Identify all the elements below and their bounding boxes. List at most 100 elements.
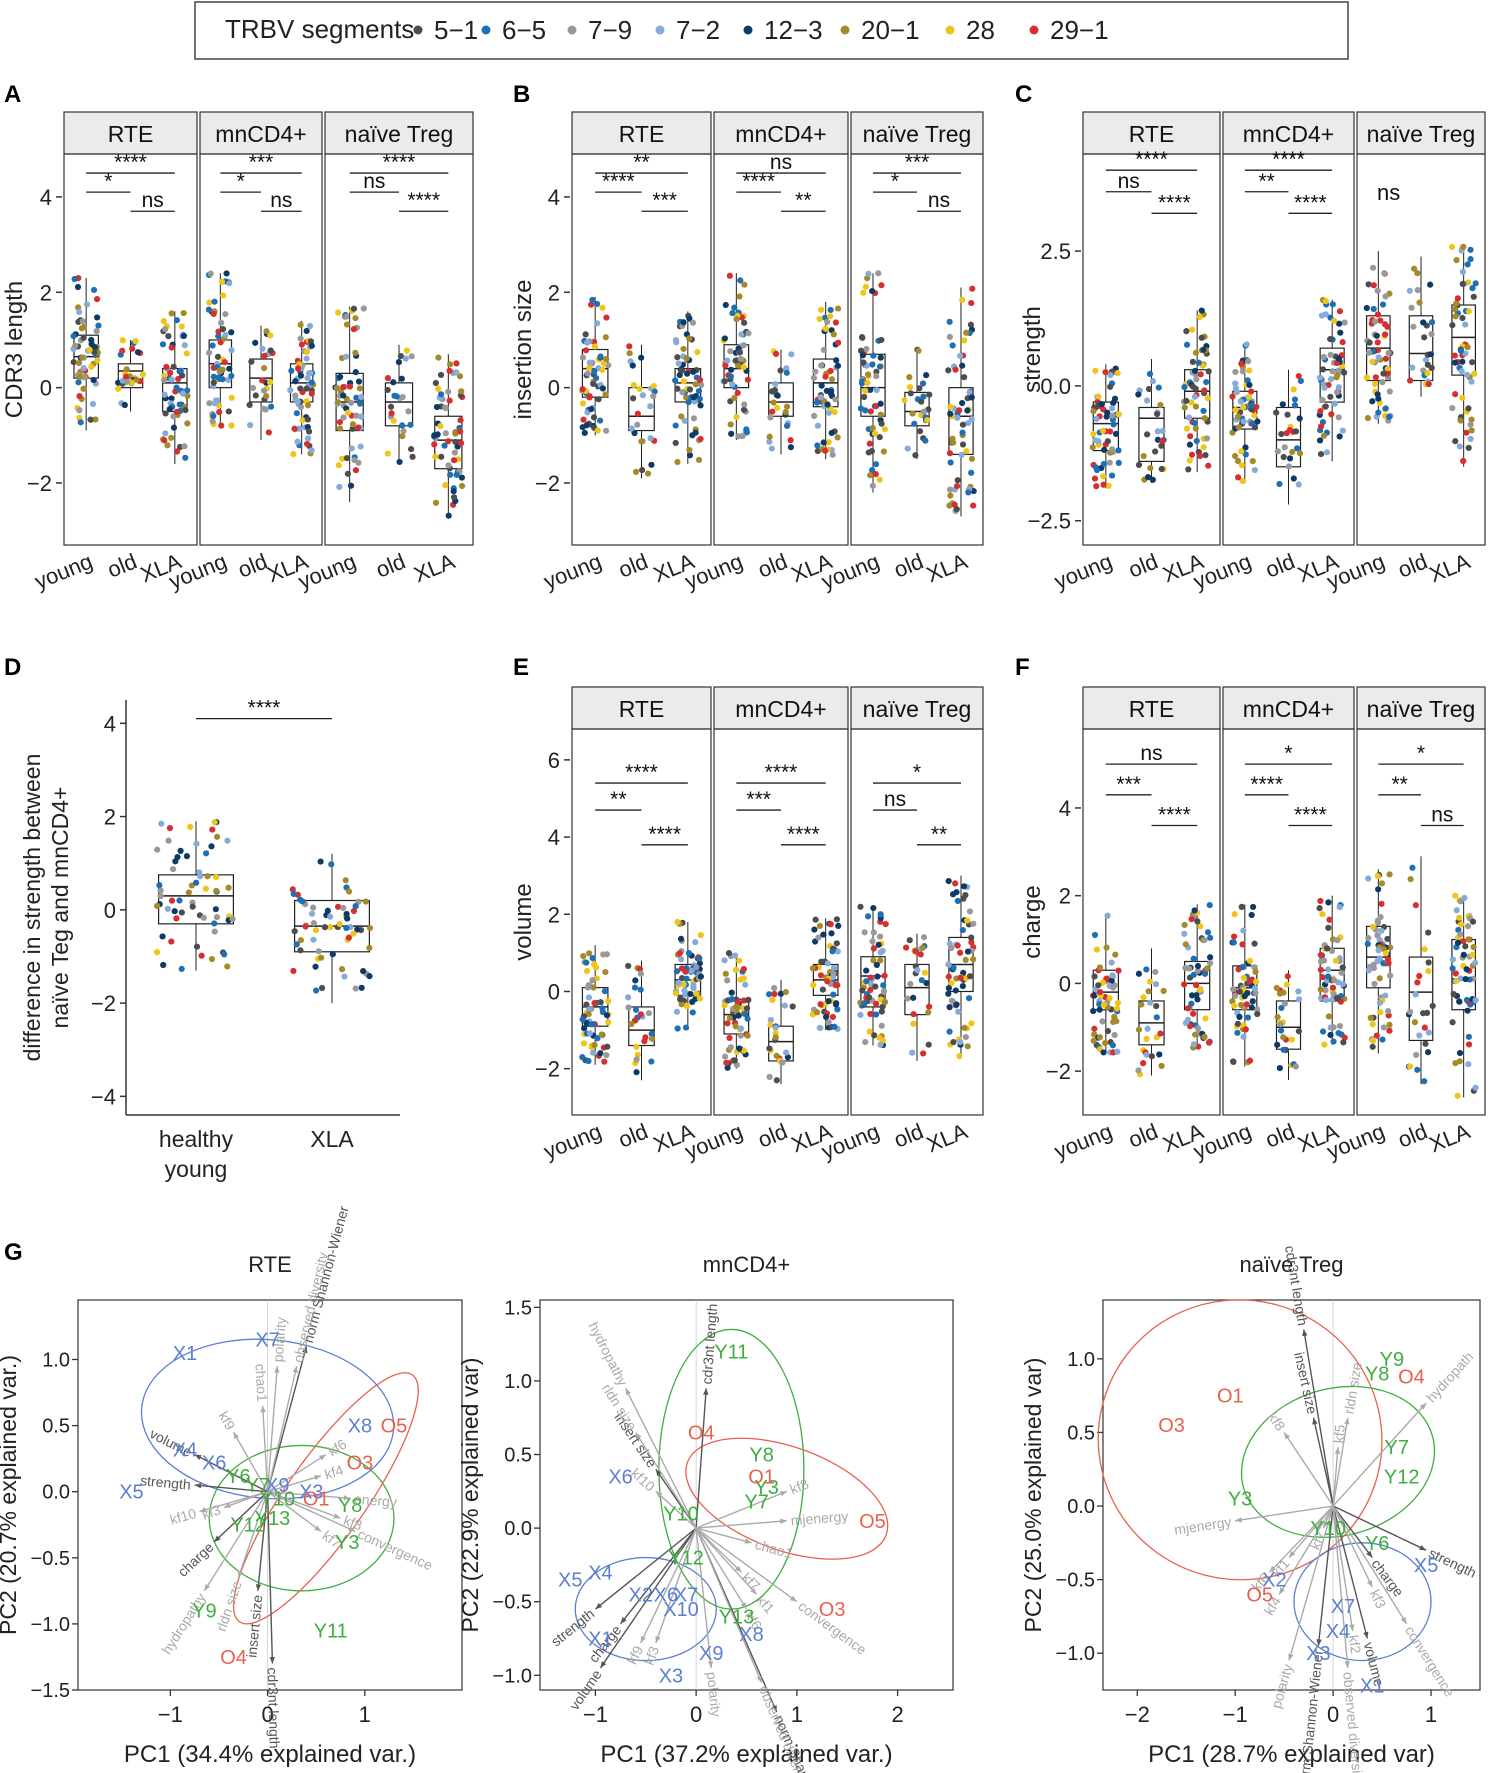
loading-arrowhead [1366, 1550, 1373, 1558]
data-point [630, 395, 637, 402]
data-point [593, 320, 601, 327]
significance-label: ns [1118, 170, 1140, 193]
data-point [210, 379, 217, 386]
data-point [297, 321, 304, 328]
data-point [1231, 1002, 1238, 1009]
y-tick-label: −2 [535, 471, 560, 496]
data-point [862, 283, 869, 290]
loading-arrow [267, 1454, 327, 1493]
data-point [865, 449, 872, 456]
x-tick-label: old [372, 548, 409, 582]
data-point [437, 371, 445, 379]
data-point [154, 902, 161, 910]
data-point [1181, 404, 1188, 411]
data-point [1464, 261, 1471, 268]
group-ellipse [574, 1556, 717, 1662]
data-point [261, 352, 268, 359]
data-point [168, 434, 175, 441]
loading-label: kf8 [1265, 1409, 1289, 1434]
data-point [1090, 1037, 1097, 1044]
data-point [1095, 982, 1102, 989]
legend-swatch-1 [481, 25, 491, 35]
significance-label: **** [648, 823, 681, 846]
y-tick-label: 1.0 [504, 1371, 532, 1393]
data-point [945, 367, 952, 374]
data-point [870, 945, 877, 952]
data-point [861, 393, 868, 401]
data-point [1284, 411, 1291, 418]
data-point [727, 398, 734, 405]
data-point [1096, 964, 1104, 971]
data-point [1138, 1001, 1145, 1008]
x-tick-label: 0 [690, 1702, 702, 1727]
data-point [340, 392, 347, 399]
data-point [591, 368, 598, 375]
data-point [815, 934, 822, 941]
significance-label: **** [1294, 191, 1327, 214]
x-tick-label: −1 [583, 1702, 608, 1727]
data-point [674, 385, 681, 392]
data-point [91, 349, 98, 356]
facet-frame [63, 153, 198, 546]
data-point [1096, 1001, 1103, 1008]
data-point [732, 952, 739, 959]
facet-2: naïve Treg****ns****young old XLA [295, 111, 474, 594]
data-point [1469, 951, 1476, 958]
y-tick-label: 2 [548, 902, 560, 927]
data-point [90, 376, 97, 384]
data-point [877, 1041, 884, 1048]
data-point [1108, 977, 1115, 984]
data-point [1182, 1019, 1190, 1026]
data-point [297, 335, 304, 342]
data-point [831, 408, 838, 416]
box [384, 382, 414, 427]
data-point [881, 426, 889, 433]
loading-arrowhead [756, 1675, 762, 1683]
data-point [948, 997, 955, 1004]
data-point [634, 410, 641, 417]
data-point [1317, 423, 1325, 430]
data-point [1188, 451, 1196, 458]
data-point [831, 1023, 838, 1030]
data-point [1093, 483, 1100, 490]
sample-label: X4 [588, 1562, 612, 1584]
data-point [1090, 408, 1097, 415]
data-point [727, 373, 734, 380]
data-point [867, 472, 874, 479]
data-point [1286, 455, 1294, 462]
data-point [1183, 328, 1190, 335]
data-point [870, 957, 877, 964]
data-point [602, 334, 609, 341]
loading-arrow [696, 1520, 787, 1529]
legend: TRBV segments 5−1 6−5 7−9 7−2 12−3 20−1 28 29−1 [194, 1, 1349, 60]
data-point [1457, 921, 1465, 928]
x-tick-label: 1 [791, 1702, 803, 1727]
data-point [1334, 372, 1341, 379]
data-point [881, 998, 888, 1006]
data-point [184, 392, 191, 400]
y-tick-label: −2.5 [1028, 509, 1071, 534]
x-tick-label: old [1125, 548, 1162, 582]
data-point [741, 319, 748, 326]
data-point [1329, 984, 1337, 991]
data-point [824, 960, 831, 967]
data-point [303, 327, 310, 335]
data-point [954, 482, 961, 490]
data-point [833, 916, 840, 923]
data-point [766, 1073, 773, 1081]
data-point [441, 442, 448, 449]
data-point [168, 344, 175, 351]
data-point [315, 948, 322, 955]
data-point [579, 386, 586, 393]
data-point [859, 987, 866, 994]
data-point [1248, 1004, 1255, 1011]
data-point [879, 1003, 886, 1010]
data-point [119, 337, 126, 344]
data-point [1191, 907, 1198, 914]
data-point [589, 1021, 597, 1028]
data-point [772, 1029, 779, 1037]
data-point [954, 942, 961, 949]
data-point [862, 1038, 869, 1046]
data-point [912, 948, 920, 955]
